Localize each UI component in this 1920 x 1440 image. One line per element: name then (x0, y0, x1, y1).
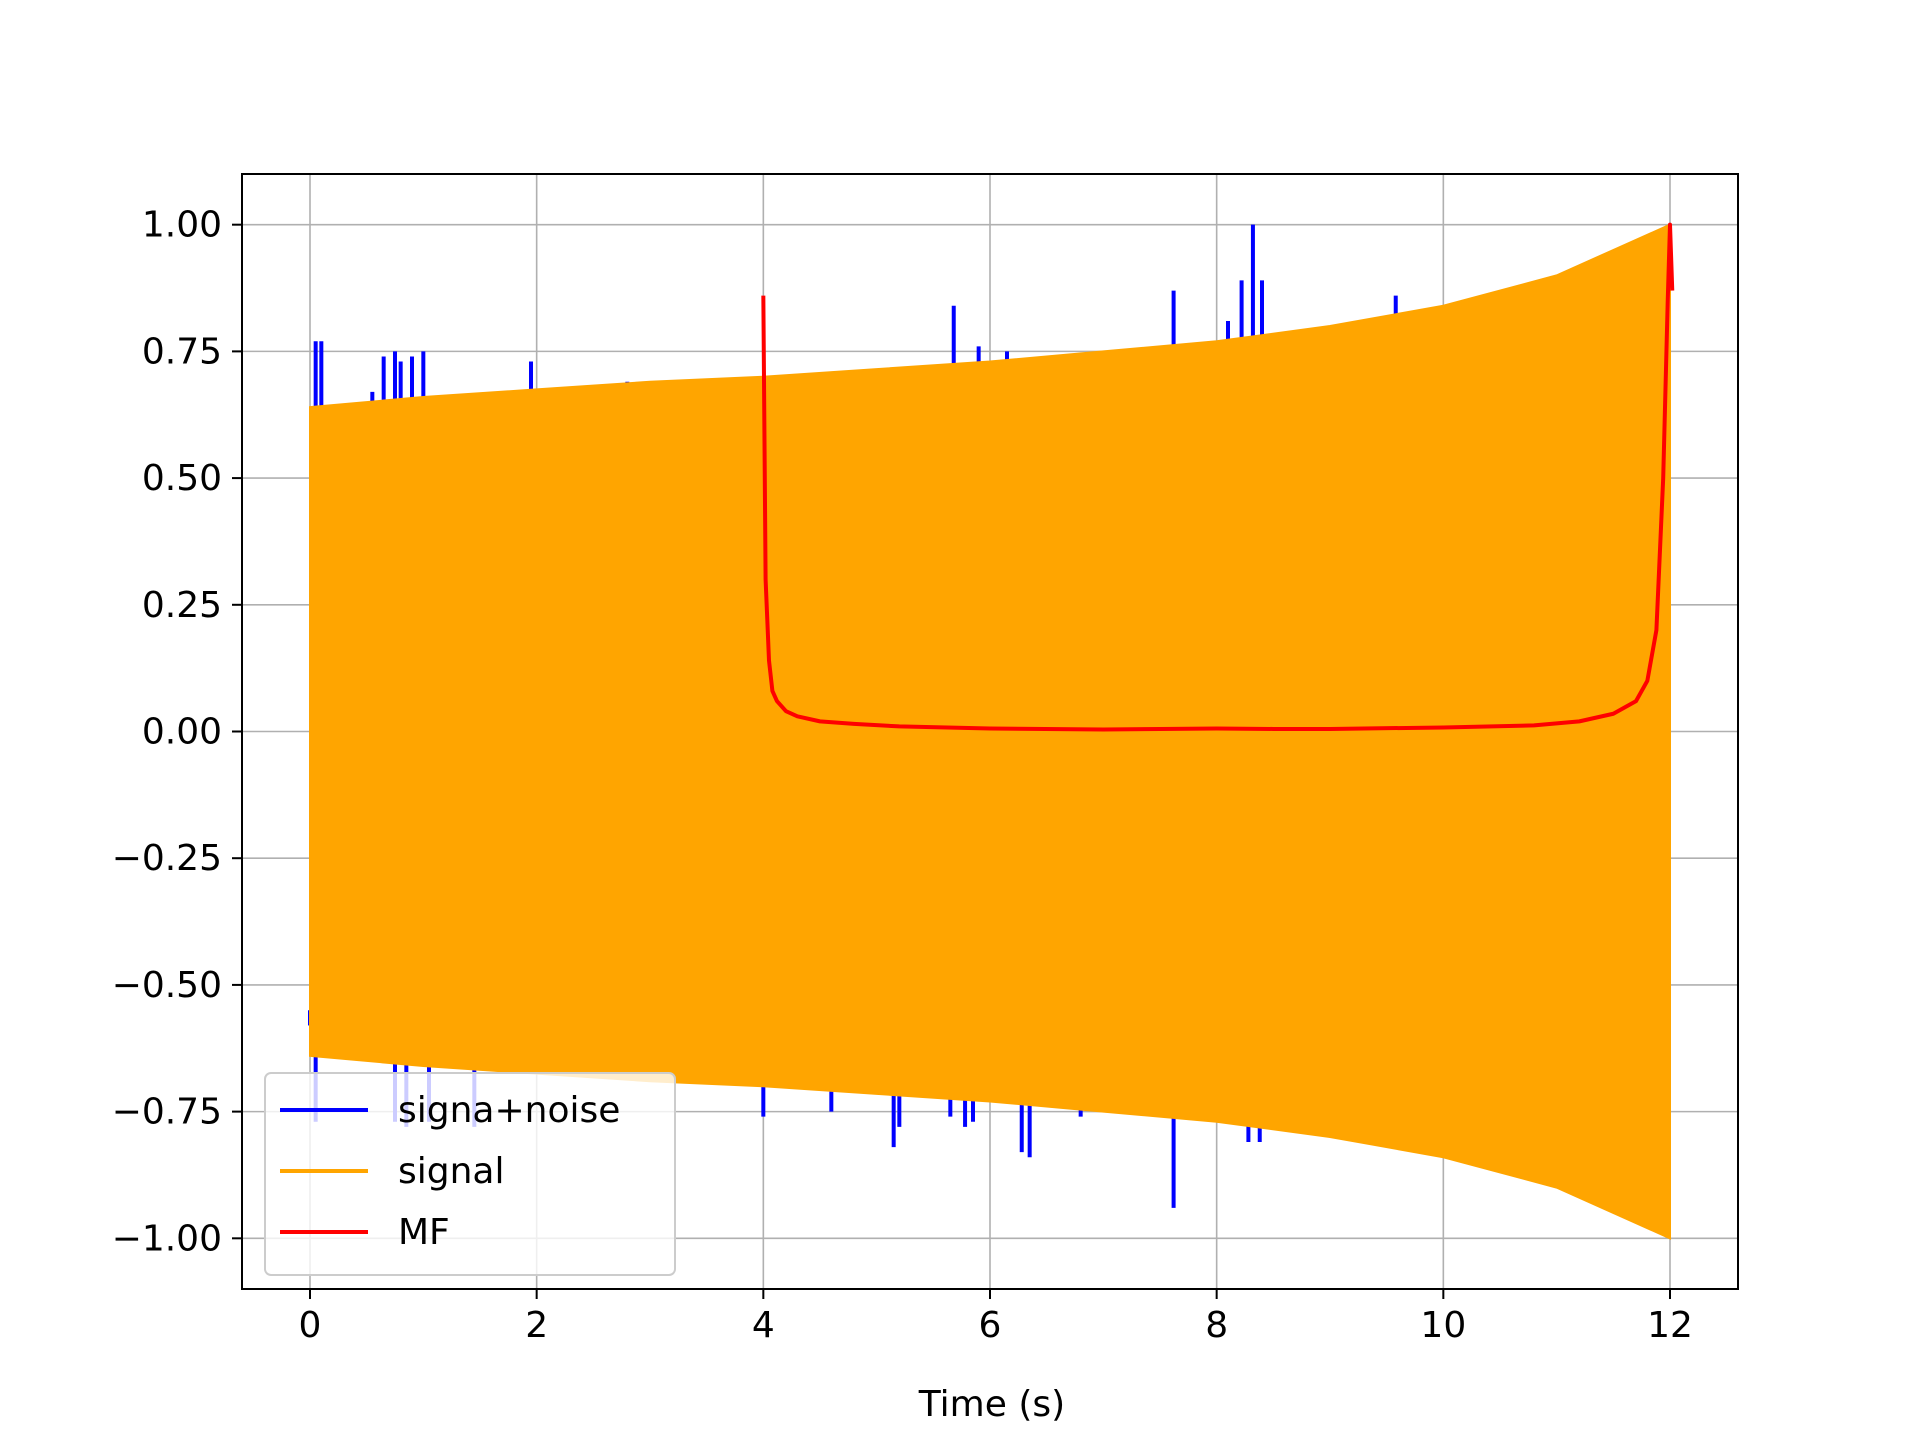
x-tick-label-1: 2 (525, 1305, 548, 1346)
legend-label-noise: signa+noise (398, 1090, 620, 1131)
legend-frame (264, 1072, 676, 1276)
x-tick-label-5: 10 (1420, 1305, 1466, 1346)
x-tick-label-2: 4 (752, 1305, 775, 1346)
y-axis-ticks: 1.00 0.75 0.50 0.25 0.00 −0.25 −0.50 −0.75 −1.00 (112, 205, 242, 1259)
y-tick-label-8: −1.00 (112, 1218, 222, 1259)
x-tick-label-6: 12 (1647, 1305, 1693, 1346)
y-tick-label-0: 1.00 (142, 205, 222, 246)
y-tick-label-5: −0.25 (112, 838, 222, 879)
legend: signa+noise signal MF (264, 1072, 676, 1276)
x-axis-label: Time (s) (918, 1384, 1065, 1425)
legend-label-mf: MF (398, 1212, 450, 1253)
signal-series (309, 223, 1671, 1240)
legend-label-signal: signal (398, 1151, 505, 1192)
x-tick-label-3: 6 (979, 1305, 1002, 1346)
x-tick-label-0: 0 (299, 1305, 322, 1346)
mf-series (761, 222, 1675, 732)
y-tick-label-4: 0.00 (142, 712, 222, 753)
y-tick-label-6: −0.50 (112, 965, 222, 1006)
y-tick-label-3: 0.25 (142, 585, 222, 626)
y-tick-label-2: 0.50 (142, 458, 222, 499)
x-axis-ticks: 0 2 4 6 8 10 12 (299, 1289, 1693, 1346)
signal-envelope (309, 223, 1671, 1240)
y-tick-label-7: −0.75 (112, 1092, 222, 1133)
y-tick-label-1: 0.75 (142, 331, 222, 372)
x-tick-label-4: 8 (1205, 1305, 1228, 1346)
